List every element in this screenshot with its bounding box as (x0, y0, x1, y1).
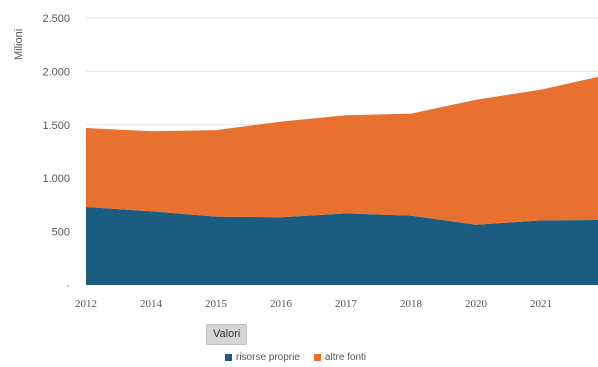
y-tick-label: 2.500 (42, 13, 70, 25)
y-axis-ticks: - 500 1.000 1.500 2.000 2.500 (42, 13, 70, 292)
y-tick-label: - (66, 280, 70, 292)
y-tick-label: 1.000 (42, 173, 70, 185)
x-tick-label: 2020 (465, 298, 488, 310)
y-tick-label: 500 (52, 227, 70, 239)
x-tick-label: 2014 (140, 298, 163, 310)
stacked-areas (86, 75, 598, 285)
y-axis-label: Milioni (13, 28, 25, 60)
x-tick-label: 2018 (400, 298, 423, 310)
y-tick-label: 2.000 (42, 66, 70, 78)
legend: risorse proprie altre fonti (225, 352, 380, 363)
legend-item-risorse-proprie[interactable]: risorse proprie (225, 352, 300, 363)
x-tick-label: 2017 (335, 298, 358, 310)
y-tick-label: 1.500 (42, 120, 70, 132)
values-field-button[interactable]: Valori (206, 324, 248, 345)
legend-swatch-altre-fonti (313, 354, 321, 361)
area-series-risorse-proprie[interactable] (86, 207, 598, 285)
x-axis-ticks: 201220142015201620172018202020212 (75, 298, 552, 310)
legend-swatch-risorse-proprie (225, 354, 232, 361)
legend-label-risorse-proprie: risorse proprie (236, 352, 300, 363)
area-series-altre-fonti[interactable] (86, 75, 598, 225)
x-tick-label: 2015 (205, 298, 228, 310)
x-tick-label: 2021 (530, 298, 552, 310)
x-tick-label: 2012 (75, 298, 97, 310)
legend-item-altre-fonti[interactable]: altre fonti (313, 352, 367, 363)
legend-label-altre-fonti: altre fonti (324, 352, 367, 363)
x-tick-label: 2016 (270, 298, 293, 310)
